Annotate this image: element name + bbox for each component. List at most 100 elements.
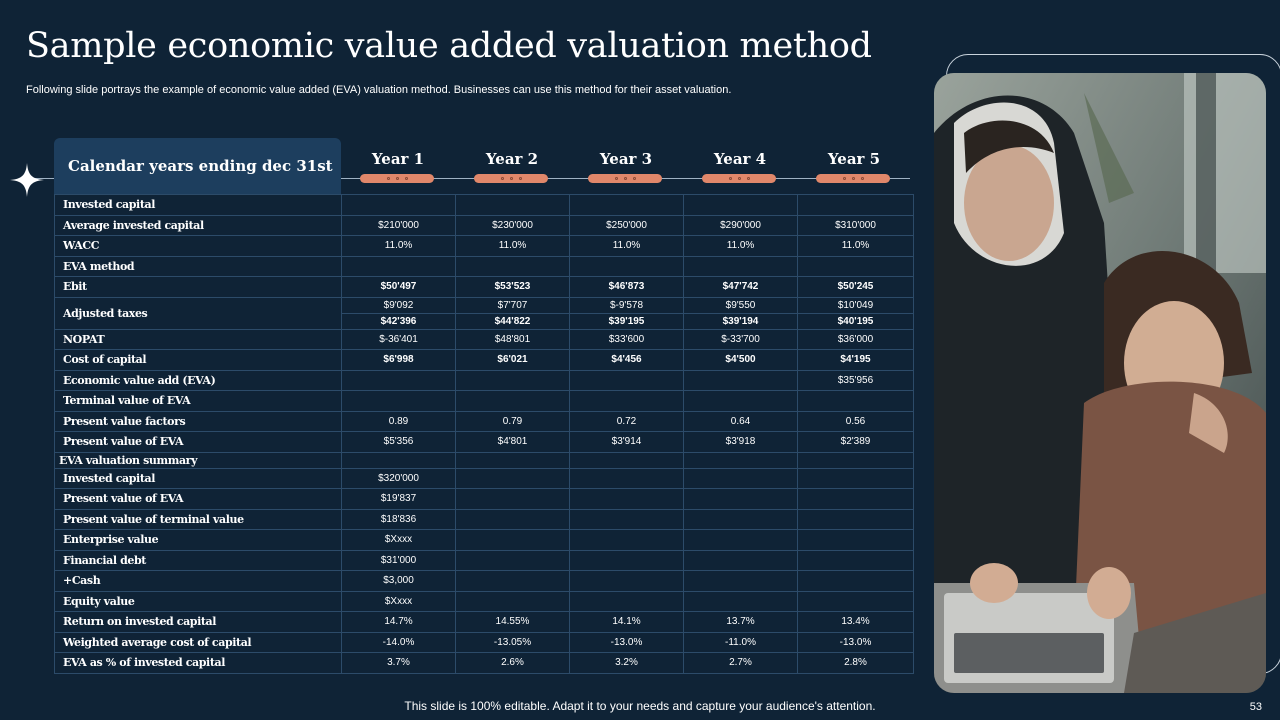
table-row: Invested capital $320'000 <box>54 467 914 489</box>
table-row: WACC 11.0% 11.0% 11.0% 11.0% 11.0% <box>54 235 914 257</box>
table-cell: $35'956 <box>797 369 914 391</box>
table-cell <box>455 508 570 530</box>
table-cell <box>797 488 914 510</box>
table-row: Financial debt $31'000 <box>54 549 914 571</box>
table-cell <box>341 255 456 277</box>
table-cell: $Xxxx <box>341 529 456 551</box>
row-label: Adjusted taxes <box>54 296 342 330</box>
table-cell: $3'914 <box>569 431 684 453</box>
table-cell: $Xxxx <box>341 590 456 612</box>
table-cell: $31'000 <box>341 549 456 571</box>
table-row: Average invested capital $210'000 $230'000… <box>54 214 914 236</box>
table-cell: -13.05% <box>455 631 570 653</box>
table-row: Cost of capital $6'998 $6'021 $4'456 $4'500 $… <box>54 349 914 371</box>
photo-two-women-with-laptop <box>934 73 1266 693</box>
table-row: Return on invested capital 14.7% 14.55% 14.… <box>54 611 914 633</box>
row-label: Present value of EVA <box>54 488 342 510</box>
table-row: EVA method <box>54 255 914 277</box>
row-label: Terminal value of EVA <box>54 390 342 412</box>
row-label: Ebit <box>54 276 342 298</box>
table-cell <box>683 529 798 551</box>
table-cell <box>569 255 684 277</box>
table-cell: 11.0% <box>569 235 684 257</box>
row-label: EVA valuation summary <box>54 451 342 469</box>
table-cell: $210'000 <box>341 214 456 236</box>
table-cell: -11.0% <box>683 631 798 653</box>
table-cell: 2.8% <box>797 652 914 674</box>
table-cell: $47'742 <box>683 276 798 298</box>
table-cell <box>569 529 684 551</box>
table-row: Present value of EVA $5'356 $4'801 $3'914 $3… <box>54 431 914 453</box>
row-label: +Cash <box>54 570 342 592</box>
table-cell: 2.7% <box>683 652 798 674</box>
table-cell: $4'500 <box>683 349 798 371</box>
table-cell: $10'049 <box>797 296 914 314</box>
table-cell <box>455 467 570 489</box>
table-row: Economic value add (EVA) $35'956 <box>54 369 914 391</box>
table-cell: $33'600 <box>569 328 684 350</box>
table-cell <box>455 451 570 469</box>
row-label: NOPAT <box>54 328 342 350</box>
table-cell: $7'707 <box>455 296 570 314</box>
table-cell <box>569 549 684 571</box>
row-label: Return on invested capital <box>54 611 342 633</box>
row-label: Average invested capital <box>54 214 342 236</box>
table-row: Ebit $50'497 $53'523 $46'873 $47'742 $50'245 <box>54 276 914 298</box>
row-label: Financial debt <box>54 549 342 571</box>
table-cell: $50'245 <box>797 276 914 298</box>
table-cell <box>341 390 456 412</box>
table-cell: 0.56 <box>797 410 914 432</box>
table-cell: $4'456 <box>569 349 684 371</box>
table-cell <box>455 390 570 412</box>
row-label: Present value factors <box>54 410 342 432</box>
table-cell: 11.0% <box>797 235 914 257</box>
table-cell: -14.0% <box>341 631 456 653</box>
table-cell: $6'021 <box>455 349 570 371</box>
table-cell: $53'523 <box>455 276 570 298</box>
table-cell: 13.7% <box>683 611 798 633</box>
table-cell: $19'837 <box>341 488 456 510</box>
table-cell <box>683 508 798 530</box>
year-label: Year 5 <box>827 150 881 168</box>
year-header: Year 1 <box>341 150 455 183</box>
year-header: Year 2 <box>455 150 569 183</box>
table-cell <box>797 549 914 571</box>
table-cell <box>341 369 456 391</box>
year-marker-pill <box>588 174 662 183</box>
table-cell: $6'998 <box>341 349 456 371</box>
table-row: EVA valuation summary <box>54 451 914 469</box>
table-row: NOPAT $-36'401 $48'801 $33'600 $-33'700 $36'0… <box>54 328 914 350</box>
row-label: Present value of terminal value <box>54 508 342 530</box>
year-label: Year 3 <box>599 150 653 168</box>
row-label: Invested capital <box>54 467 342 489</box>
table-cell <box>797 529 914 551</box>
year-marker-pill <box>702 174 776 183</box>
table-cell: $9'550 <box>683 296 798 314</box>
table-cell: 2.6% <box>455 652 570 674</box>
table-cell <box>797 590 914 612</box>
page-number: 53 <box>1249 701 1262 713</box>
table-cell <box>683 488 798 510</box>
row-label: Present value of EVA <box>54 431 342 453</box>
table-row: Weighted average cost of capital -14.0% -1… <box>54 631 914 653</box>
table-cell: -13.0% <box>797 631 914 653</box>
table-cell: -13.0% <box>569 631 684 653</box>
table-cell: $-33'700 <box>683 328 798 350</box>
table-cell <box>797 255 914 277</box>
table-cell: $42'396 <box>341 312 456 330</box>
year-label: Year 1 <box>371 150 425 168</box>
table-cell: 0.72 <box>569 410 684 432</box>
table-cell: 14.55% <box>455 611 570 633</box>
slide-title: Sample economic value added valuation me… <box>26 26 872 66</box>
table-cell <box>455 255 570 277</box>
table-cell: 11.0% <box>683 235 798 257</box>
row-label: WACC <box>54 235 342 257</box>
table-cell: $310'000 <box>797 214 914 236</box>
table-cell: $40'195 <box>797 312 914 330</box>
table-row: EVA as % of invested capital 3.7% 2.6% 3.2%… <box>54 652 914 674</box>
table-cell: $4'195 <box>797 349 914 371</box>
row-label: EVA as % of invested capital <box>54 652 342 674</box>
table-cell: $230'000 <box>455 214 570 236</box>
table-row: Present value factors 0.89 0.79 0.72 0.64 0.5… <box>54 410 914 432</box>
table-cell <box>797 570 914 592</box>
